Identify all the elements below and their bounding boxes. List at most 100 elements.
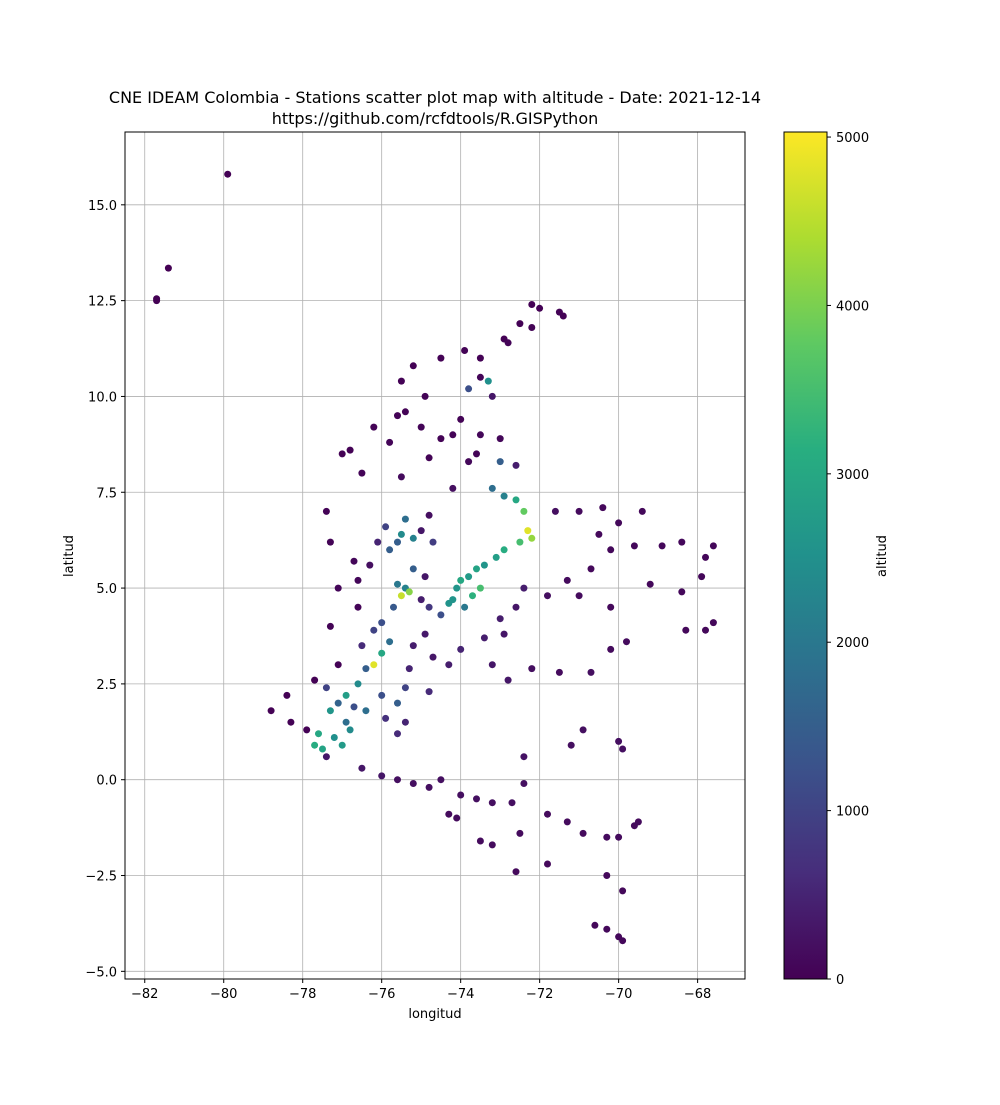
station-point bbox=[350, 557, 358, 565]
y-axis: −5.0 −2.5 0.0 2.5 5.0 7.5 10.0 12.5 15.0 bbox=[85, 199, 125, 980]
station-point bbox=[591, 921, 599, 929]
station-point bbox=[322, 753, 330, 761]
station-point bbox=[709, 542, 717, 550]
colorbar-tick-label: 3000 bbox=[836, 468, 869, 483]
station-point bbox=[702, 553, 709, 561]
station-point bbox=[457, 791, 465, 799]
station-point bbox=[370, 661, 378, 669]
station-point bbox=[267, 707, 275, 715]
station-point bbox=[405, 665, 413, 673]
station-point bbox=[386, 546, 394, 554]
station-point bbox=[401, 684, 409, 692]
x-tick-label: −68 bbox=[684, 987, 711, 1002]
y-tick-label: 10.0 bbox=[88, 390, 117, 405]
station-point bbox=[358, 642, 366, 650]
station-point bbox=[338, 450, 346, 458]
station-point bbox=[425, 454, 433, 462]
x-axis: −82 −80 −78 −76 −74 −72 −70 −68 bbox=[131, 979, 711, 1002]
colorbar-tick-label: 5000 bbox=[836, 131, 869, 146]
station-point bbox=[528, 324, 536, 331]
x-tick-label: −82 bbox=[131, 987, 158, 1002]
station-point bbox=[500, 492, 508, 500]
station-point bbox=[465, 458, 473, 466]
station-point bbox=[319, 745, 326, 753]
station-point bbox=[619, 937, 627, 945]
station-point bbox=[476, 431, 484, 439]
station-point bbox=[544, 592, 551, 600]
station-point bbox=[354, 576, 362, 584]
station-point bbox=[603, 872, 611, 879]
station-point bbox=[603, 833, 611, 841]
station-point bbox=[370, 423, 378, 431]
station-point bbox=[425, 688, 433, 696]
station-point bbox=[457, 645, 465, 653]
station-point bbox=[401, 408, 409, 416]
station-point bbox=[417, 596, 425, 604]
y-tick-label: 7.5 bbox=[96, 486, 117, 501]
station-point bbox=[449, 484, 457, 492]
station-point bbox=[378, 772, 386, 780]
station-point bbox=[429, 538, 437, 546]
station-point bbox=[488, 799, 496, 807]
station-point bbox=[563, 576, 571, 584]
station-point bbox=[429, 653, 437, 661]
station-point bbox=[342, 718, 350, 726]
station-point bbox=[437, 354, 445, 362]
station-point bbox=[619, 745, 627, 753]
station-point bbox=[480, 634, 488, 642]
station-point bbox=[394, 730, 401, 738]
station-point bbox=[480, 561, 488, 569]
station-point bbox=[504, 339, 512, 347]
station-point bbox=[544, 810, 551, 818]
station-point bbox=[508, 799, 516, 807]
station-point bbox=[322, 684, 330, 692]
station-point bbox=[338, 741, 346, 749]
station-point bbox=[386, 638, 394, 646]
station-point bbox=[326, 538, 334, 546]
station-point bbox=[469, 592, 476, 600]
station-point bbox=[575, 592, 583, 600]
station-point bbox=[326, 707, 334, 715]
station-point bbox=[516, 829, 524, 837]
station-point bbox=[520, 780, 528, 787]
station-point bbox=[488, 661, 496, 669]
station-point bbox=[630, 542, 638, 550]
station-point bbox=[623, 638, 630, 646]
station-point bbox=[615, 833, 623, 841]
station-point bbox=[516, 538, 524, 546]
station-point bbox=[409, 534, 417, 542]
station-point bbox=[634, 818, 642, 826]
station-point bbox=[425, 783, 433, 791]
station-point bbox=[579, 829, 587, 837]
station-point bbox=[330, 734, 338, 741]
station-point bbox=[682, 626, 690, 634]
station-point bbox=[563, 818, 571, 826]
station-point bbox=[425, 603, 433, 611]
station-point bbox=[575, 507, 583, 515]
station-point bbox=[449, 431, 457, 439]
x-tick-label: −78 bbox=[289, 987, 316, 1002]
station-point bbox=[603, 925, 611, 933]
station-point bbox=[484, 377, 492, 385]
station-point bbox=[401, 718, 409, 726]
x-tick-label: −80 bbox=[210, 987, 237, 1002]
station-point bbox=[374, 538, 382, 546]
station-point bbox=[394, 412, 401, 420]
station-point bbox=[473, 795, 480, 803]
station-point bbox=[473, 450, 480, 458]
station-point bbox=[362, 707, 370, 715]
station-point bbox=[394, 776, 401, 784]
station-point bbox=[524, 527, 532, 535]
y-tick-label: 2.5 bbox=[96, 678, 117, 693]
station-point bbox=[346, 726, 354, 734]
station-point bbox=[476, 837, 484, 845]
x-tick-label: −72 bbox=[526, 987, 553, 1002]
station-point bbox=[512, 603, 520, 611]
station-point bbox=[457, 576, 465, 584]
station-point bbox=[334, 699, 342, 707]
station-point bbox=[390, 603, 397, 611]
station-point bbox=[437, 776, 445, 784]
station-point bbox=[350, 703, 358, 711]
